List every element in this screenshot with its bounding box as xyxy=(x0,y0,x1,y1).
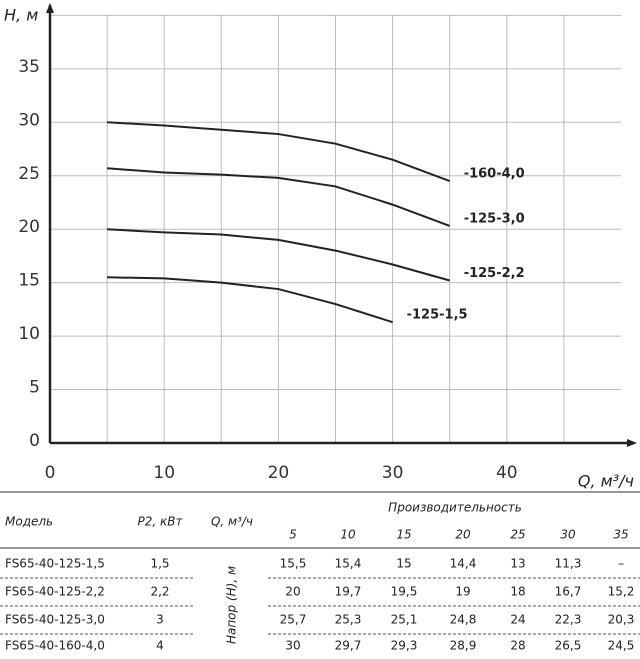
power: 1,5 xyxy=(150,557,169,571)
cell: 28 xyxy=(510,639,525,653)
cell: 13 xyxy=(510,557,525,571)
flow-header: 10 xyxy=(340,528,356,542)
line-label: -160-4,0 xyxy=(464,167,525,182)
model: FS65-40-125-1,5 xyxy=(5,557,105,571)
cell: 24,5 xyxy=(608,639,635,653)
power: 4 xyxy=(156,639,164,653)
col-header: Q, м³/ч xyxy=(211,515,253,529)
group-header: Производительность xyxy=(388,501,522,515)
x-axis-arrow xyxy=(627,439,637,447)
y-tick-label: 10 xyxy=(18,324,40,344)
cell: 28,9 xyxy=(450,639,477,653)
y-tick-label: 30 xyxy=(18,110,40,130)
y-axis-arrow xyxy=(46,3,54,13)
cell: 30 xyxy=(285,639,300,653)
cell: 26,5 xyxy=(555,639,582,653)
line-label: -125-1,5 xyxy=(407,308,468,323)
cell: 16,7 xyxy=(555,585,582,599)
cell: 18 xyxy=(510,585,525,599)
flow-header: 30 xyxy=(560,528,576,542)
cell: 29,3 xyxy=(391,639,418,653)
col-header: Модель xyxy=(5,515,53,529)
cell: 24,8 xyxy=(450,613,477,627)
x-tick-label: 30 xyxy=(382,463,404,483)
line-label: -125-2,2 xyxy=(464,266,525,281)
y-tick-label: 20 xyxy=(18,217,40,237)
cell: 20 xyxy=(285,585,300,599)
cell: 15,2 xyxy=(608,585,635,599)
cell: 29,7 xyxy=(335,639,362,653)
power: 2,2 xyxy=(150,585,169,599)
cell: 25,3 xyxy=(335,613,362,627)
line xyxy=(107,228,450,282)
power: 3 xyxy=(156,613,164,627)
col-header: P2, кВт xyxy=(138,515,184,529)
x-tick-label: 20 xyxy=(268,463,290,483)
cell: 19 xyxy=(455,585,470,599)
line xyxy=(107,276,393,324)
cell: 11,3 xyxy=(555,557,582,571)
y-tick-label: 25 xyxy=(18,164,40,184)
cell: 15,5 xyxy=(280,557,307,571)
x-tick-label: 10 xyxy=(153,463,175,483)
y-tick-label: 0 xyxy=(29,431,40,451)
model: FS65-40-125-2,2 xyxy=(5,585,105,599)
cell: 20,3 xyxy=(608,613,635,627)
cell: 25,7 xyxy=(280,613,307,627)
y-tick-label: 5 xyxy=(29,378,40,398)
model: FS65-40-160-4,0 xyxy=(5,639,105,653)
flow-header: 20 xyxy=(455,528,471,542)
flow-header: 5 xyxy=(289,528,297,542)
model: FS65-40-125-3,0 xyxy=(5,613,105,627)
y-tick-label: 35 xyxy=(18,57,40,77)
cell: 25,1 xyxy=(391,613,418,627)
x-tick-label: 0 xyxy=(45,463,56,483)
x-tick-label: 40 xyxy=(496,463,518,483)
cell: 14,4 xyxy=(450,557,477,571)
row-header: Напор (H), м xyxy=(225,566,239,644)
flow-header: 15 xyxy=(396,528,411,542)
line xyxy=(107,167,451,227)
line-label: -125-3,0 xyxy=(464,211,525,226)
cell: 22,3 xyxy=(555,613,582,627)
cell: 19,5 xyxy=(391,585,418,599)
cell: 15,4 xyxy=(335,557,362,571)
cell: 19,7 xyxy=(335,585,362,599)
cell: 24 xyxy=(510,613,525,627)
y-axis-label: H, м xyxy=(4,6,38,25)
y-tick-label: 15 xyxy=(18,271,40,291)
x-axis-label: Q, м³/ч xyxy=(578,472,634,491)
cell: 15 xyxy=(396,557,411,571)
flow-header: 35 xyxy=(613,528,628,542)
flow-header: 25 xyxy=(510,528,525,542)
line xyxy=(107,121,451,183)
cell: – xyxy=(618,557,624,571)
